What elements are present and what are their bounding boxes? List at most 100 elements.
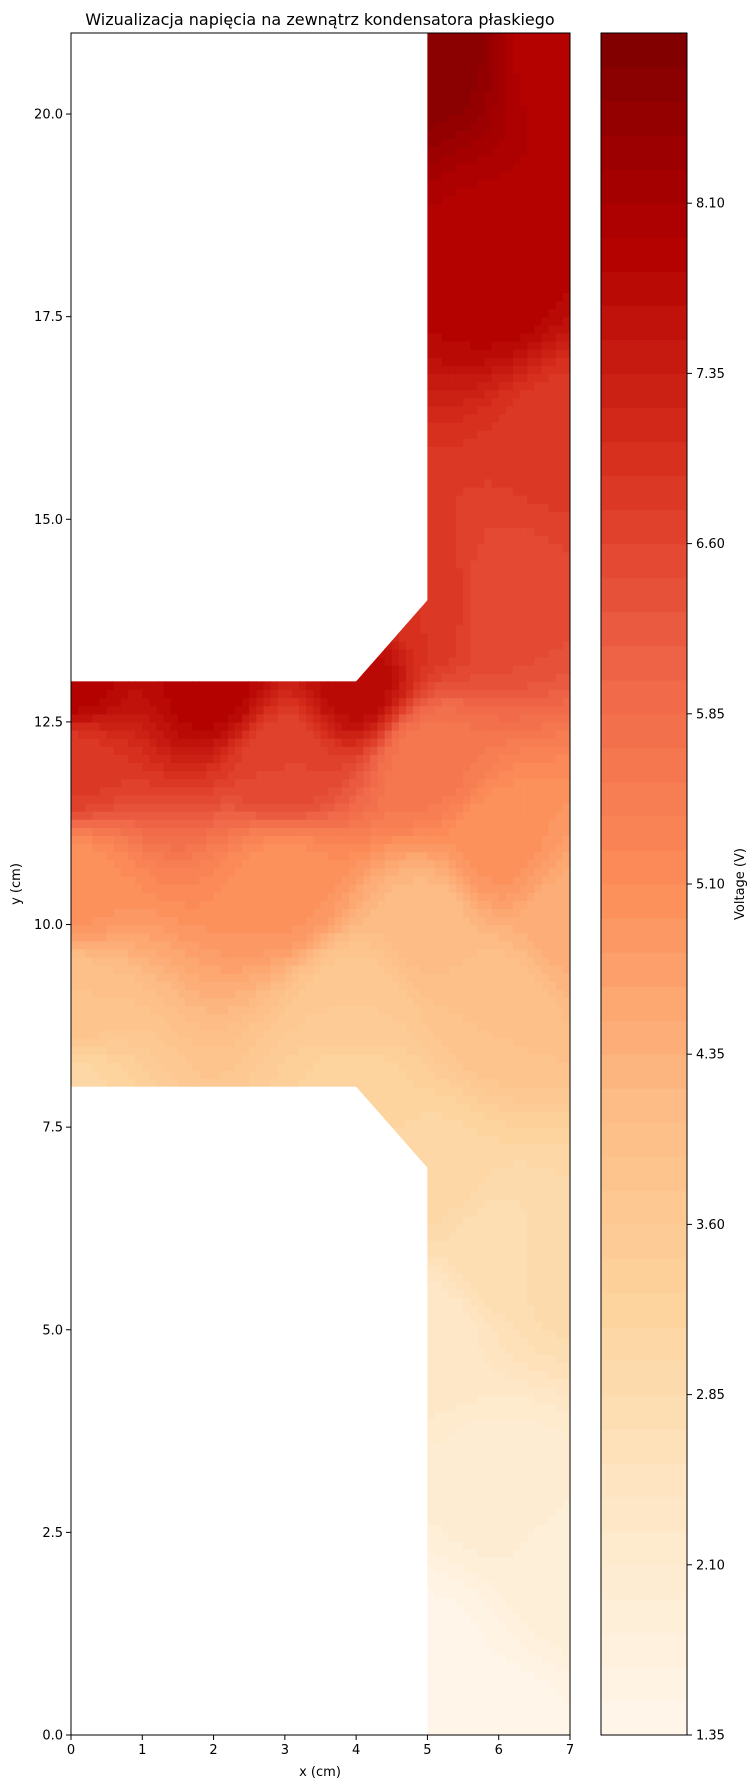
- contour-cell: [113, 778, 122, 788]
- contour-cell: [185, 956, 193, 966]
- contour-cell: [156, 997, 165, 1007]
- contour-cell: [177, 705, 186, 715]
- contour-cell: [163, 981, 172, 990]
- contour-cell: [135, 689, 143, 699]
- contour-cell: [85, 956, 93, 966]
- contour-cell: [192, 940, 200, 950]
- contour-cell: [99, 900, 108, 909]
- contour-cell: [85, 875, 93, 885]
- contour-cell: [192, 997, 200, 1007]
- contour-cell: [213, 1005, 222, 1015]
- contour-cell: [142, 1037, 151, 1047]
- contour-cell: [120, 965, 129, 974]
- contour-cell: [71, 1054, 79, 1063]
- contour-cell: [71, 681, 79, 691]
- contour-cell: [120, 1021, 129, 1031]
- contour-cell: [99, 835, 108, 845]
- contour-cell: [149, 827, 158, 836]
- contour-cell: [120, 721, 129, 731]
- contour-cell: [227, 681, 236, 691]
- contour-cell: [71, 884, 79, 893]
- contour-cell: [163, 997, 172, 1007]
- contour-cell: [213, 1054, 222, 1063]
- contour-cell: [192, 965, 200, 974]
- contour-cell: [192, 754, 200, 764]
- contour-cell: [99, 924, 108, 934]
- contour-cell: [92, 851, 101, 861]
- contour-cell: [199, 721, 208, 731]
- contour-cell: [128, 1062, 136, 1071]
- contour-cell: [163, 721, 172, 731]
- contour-cell: [163, 908, 172, 918]
- contour-cell: [71, 835, 79, 845]
- contour-cell: [99, 875, 108, 885]
- contour-cell: [227, 1037, 236, 1047]
- contour-cell: [206, 924, 215, 934]
- contour-cell: [156, 738, 165, 747]
- contour-cell: [227, 827, 236, 836]
- contour-cell: [234, 689, 243, 699]
- contour-cell: [106, 786, 115, 796]
- contour-cell: [92, 1037, 101, 1047]
- contour-cell: [227, 835, 236, 845]
- contour-cell: [135, 900, 143, 909]
- contour-cell: [170, 835, 179, 845]
- contour-cell: [234, 997, 243, 1007]
- contour-cell: [185, 932, 193, 942]
- contour-cell: [170, 916, 179, 926]
- contour-cell: [185, 924, 193, 934]
- contour-cell: [142, 705, 151, 715]
- contour-cell: [135, 819, 143, 828]
- contour-cell: [120, 997, 129, 1007]
- contour-cell: [234, 827, 243, 836]
- contour-cell: [120, 1029, 129, 1039]
- contour-cell: [135, 770, 143, 780]
- contour-cell: [213, 900, 222, 909]
- contour-cell: [128, 956, 136, 966]
- contour-cell: [120, 1062, 129, 1071]
- contour-cell: [185, 948, 193, 958]
- contour-cell: [99, 851, 108, 861]
- contour-cell: [199, 884, 208, 893]
- contour-cell: [128, 746, 136, 755]
- contour-cell: [135, 802, 143, 812]
- contour-cell: [149, 956, 158, 966]
- contour-cell: [170, 1013, 179, 1023]
- contour-cell: [99, 859, 108, 869]
- contour-cell: [106, 738, 115, 747]
- contour-cell: [185, 794, 193, 804]
- contour-cell: [192, 794, 200, 804]
- contour-cell: [120, 689, 129, 699]
- contour-cell: [220, 1046, 229, 1055]
- contour-cell: [149, 811, 158, 820]
- contour-cell: [156, 1070, 165, 1080]
- contour-cell: [170, 738, 179, 747]
- contour-cell: [71, 1037, 79, 1047]
- contour-cell: [99, 932, 108, 942]
- contour-cell: [206, 1070, 215, 1080]
- contour-cell: [99, 754, 108, 764]
- contour-cell: [85, 1021, 93, 1031]
- contour-cell: [71, 1070, 79, 1080]
- contour-cell: [199, 762, 208, 772]
- contour-cell: [149, 908, 158, 918]
- contour-cell: [85, 892, 93, 901]
- contour-cell: [199, 1037, 208, 1047]
- contour-cell: [92, 843, 101, 853]
- contour-cell: [234, 721, 243, 731]
- contour-cell: [163, 802, 172, 812]
- contour-cell: [234, 819, 243, 828]
- contour-cell: [120, 778, 129, 788]
- contour-cell: [199, 770, 208, 780]
- contour-cell: [120, 884, 129, 893]
- contour-cell: [234, 762, 243, 772]
- contour-cell: [199, 827, 208, 836]
- contour-cell: [113, 875, 122, 885]
- contour-cell: [85, 705, 93, 715]
- contour-cell: [206, 762, 215, 772]
- contour-cell: [170, 989, 179, 999]
- contour-cell: [234, 811, 243, 820]
- contour-cell: [85, 697, 93, 707]
- contour-cell: [99, 997, 108, 1007]
- contour-cell: [149, 819, 158, 828]
